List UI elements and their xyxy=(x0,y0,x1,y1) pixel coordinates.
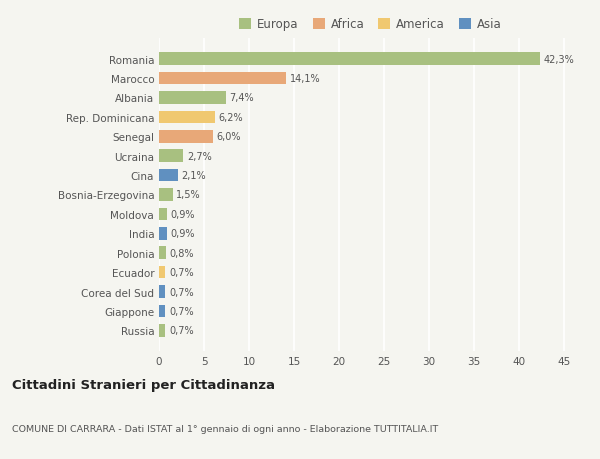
Bar xyxy=(159,169,178,182)
Text: 2,1%: 2,1% xyxy=(182,171,206,181)
Bar xyxy=(159,131,213,143)
Text: 6,2%: 6,2% xyxy=(218,112,243,123)
Text: 0,8%: 0,8% xyxy=(170,248,194,258)
Bar xyxy=(159,228,167,240)
Bar xyxy=(159,208,167,221)
Text: 2,7%: 2,7% xyxy=(187,151,212,161)
Bar xyxy=(159,53,540,66)
Bar xyxy=(159,92,226,105)
Text: 0,7%: 0,7% xyxy=(169,268,194,278)
Text: 0,7%: 0,7% xyxy=(169,287,194,297)
Text: 1,5%: 1,5% xyxy=(176,190,201,200)
Text: 14,1%: 14,1% xyxy=(290,74,320,84)
Bar xyxy=(159,247,166,259)
Bar xyxy=(159,111,215,124)
Text: 6,0%: 6,0% xyxy=(217,132,241,142)
Text: 42,3%: 42,3% xyxy=(544,55,574,64)
Legend: Europa, Africa, America, Asia: Europa, Africa, America, Asia xyxy=(235,14,506,36)
Text: Cittadini Stranieri per Cittadinanza: Cittadini Stranieri per Cittadinanza xyxy=(12,378,275,391)
Text: 0,7%: 0,7% xyxy=(169,306,194,316)
Text: COMUNE DI CARRARA - Dati ISTAT al 1° gennaio di ogni anno - Elaborazione TUTTITA: COMUNE DI CARRARA - Dati ISTAT al 1° gen… xyxy=(12,425,438,433)
Bar xyxy=(159,189,173,202)
Text: 7,4%: 7,4% xyxy=(229,93,254,103)
Bar xyxy=(159,150,184,162)
Text: 0,7%: 0,7% xyxy=(169,326,194,336)
Bar xyxy=(159,325,166,337)
Bar xyxy=(159,305,166,318)
Text: 0,9%: 0,9% xyxy=(170,229,195,239)
Text: 0,9%: 0,9% xyxy=(170,209,195,219)
Bar xyxy=(159,266,166,279)
Bar xyxy=(159,285,166,298)
Bar xyxy=(159,73,286,85)
